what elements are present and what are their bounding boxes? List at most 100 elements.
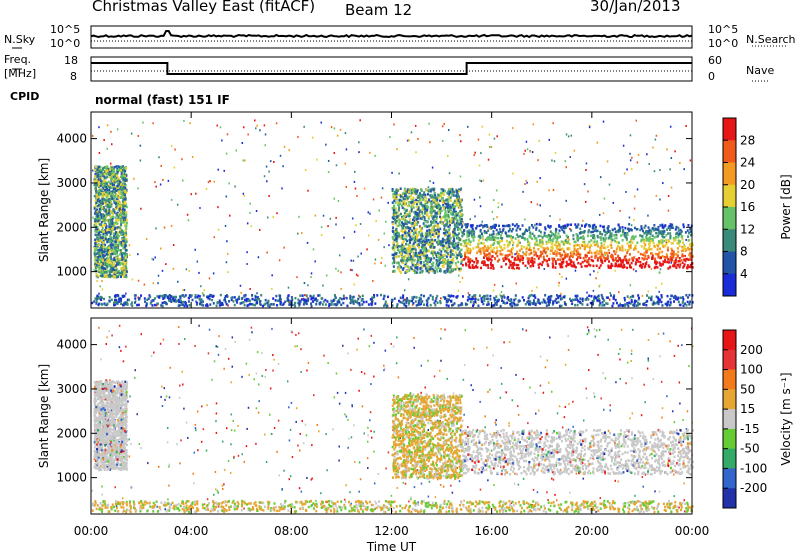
data-cell [109,240,112,243]
data-cell [398,203,401,207]
data-cell [112,169,115,173]
data-cell [96,217,99,220]
data-cell [103,229,106,232]
data-cell [435,268,438,271]
data-cell [414,264,417,267]
data-cell [463,229,466,232]
data-cell [125,253,128,257]
data-cell [117,249,120,252]
data-cell [507,229,510,233]
data-cell [407,229,410,233]
data-cell [656,253,659,256]
data-cell [603,225,606,228]
data-cell [101,227,104,230]
data-cell [473,230,476,233]
data-cell [443,224,446,227]
data-cell [407,190,410,193]
data-cell [409,241,412,244]
data-cell [489,238,492,241]
data-cell [482,256,485,259]
data-cell [122,230,125,234]
data-cell [449,240,452,244]
data-cell [98,258,101,261]
data-speckle [447,155,449,158]
data-speckle [588,124,591,127]
data-cell [560,263,563,266]
data-cell [670,258,673,262]
data-cell [102,230,105,233]
data-cell [183,304,186,308]
data-cell [445,241,448,245]
data-cell [394,235,397,239]
data-cell [202,304,205,307]
data-cell [658,230,661,234]
data-cell [407,248,410,252]
data-cell [614,239,617,243]
data-cell [428,260,431,264]
data-cell [105,186,108,189]
data-speckle [679,161,681,164]
data-speckle [667,194,670,197]
data-cell [423,248,426,251]
data-cell [124,184,127,187]
data-speckle [602,120,605,123]
data-speckle [312,248,315,251]
data-cell [568,247,571,250]
data-speckle [488,133,491,136]
data-speckle [258,228,261,231]
data-cell [404,242,407,246]
data-speckle [625,190,627,193]
data-cell [623,296,626,300]
data-speckle [98,292,100,295]
data-cell [321,303,324,306]
data-cell [119,271,122,275]
data-cell [417,301,420,305]
data-cell [643,226,646,229]
data-cell [113,240,116,243]
data-cell [104,189,107,192]
data-cell [508,259,511,263]
data-cell [115,232,118,236]
data-cell [643,265,646,269]
data-speckle [375,220,377,223]
data-cell [396,215,399,218]
data-speckle [641,294,644,297]
data-speckle [160,164,162,167]
data-cell [456,254,459,257]
data-cell [435,199,438,203]
data-cell [604,246,607,250]
data-cell [437,256,440,259]
data-cell [478,224,481,228]
data-cell [540,263,543,267]
data-cell [473,260,476,264]
data-cell [99,199,102,203]
data-cell [116,169,119,172]
data-cell [425,241,428,245]
data-cell [639,234,642,237]
data-speckle [240,291,242,294]
data-cell [469,249,472,253]
data-cell [565,234,568,237]
data-speckle [549,215,551,218]
data-speckle [683,168,685,171]
data-cell [103,271,106,274]
data-speckle [381,187,384,190]
data-cell [685,257,688,261]
data-cell [676,254,679,257]
data-cell [112,226,115,230]
data-cell [124,204,127,208]
data-speckle [632,268,635,271]
data-cell [552,259,555,263]
data-cell [410,224,413,228]
data-cell [416,200,419,204]
data-cell [116,254,119,258]
data-cell [405,249,408,253]
data-cell [449,261,452,264]
data-cell [402,214,405,218]
data-cell [610,243,613,247]
data-cell [111,225,114,228]
data-cell [533,234,536,238]
data-cell [588,224,591,228]
data-cell [443,219,446,223]
data-cell [111,171,114,175]
